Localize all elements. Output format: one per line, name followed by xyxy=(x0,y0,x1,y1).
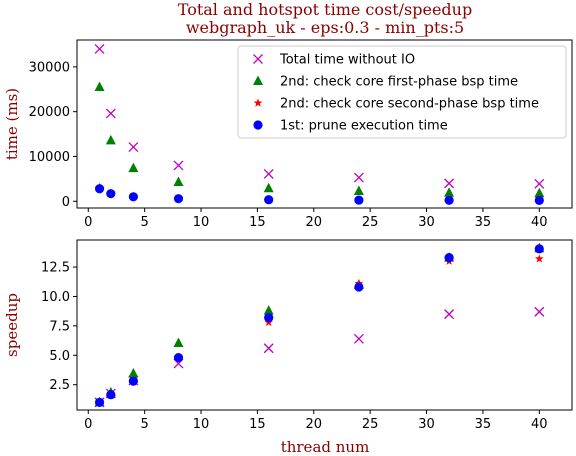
speedup-ytick-label: 5.0 xyxy=(49,349,70,364)
time-ytick-label: 10000 xyxy=(29,150,70,165)
speedup-point-circle xyxy=(173,353,184,363)
speedup-axes-frame xyxy=(76,239,573,411)
time-xtick-label: 5 xyxy=(141,215,149,230)
time-point-x xyxy=(353,172,364,183)
speedup-point-star xyxy=(534,254,544,263)
legend-label: Total time without IO xyxy=(279,53,415,68)
speedup-plot-xlabel: thread num xyxy=(281,438,370,456)
time-point-triangle xyxy=(173,176,184,187)
time-point-circle xyxy=(444,195,454,205)
speedup-point-x xyxy=(353,333,364,344)
time-point-triangle xyxy=(94,81,105,92)
speedup-xtick-label: 35 xyxy=(475,417,492,432)
time-point-circle xyxy=(534,195,544,205)
speedup-point-circle xyxy=(94,397,105,407)
time-point-x xyxy=(94,44,105,54)
time-point-x xyxy=(263,168,274,179)
speedup-point-circle xyxy=(264,313,274,323)
speedup-ytick-label: 10.0 xyxy=(41,290,70,305)
speedup-point-circle xyxy=(354,282,364,292)
time-point-x xyxy=(128,142,139,153)
legend-label: 2nd: check core second-phase bsp time xyxy=(280,97,539,112)
speedup-ytick-label: 7.5 xyxy=(49,319,70,334)
time-point-circle xyxy=(264,195,274,205)
chart-title-line1: Total and hotspot time cost/speedup xyxy=(178,0,472,19)
time-point-x xyxy=(534,178,545,189)
speedup-xtick-label: 20 xyxy=(306,417,323,432)
speedup-xtick-label: 30 xyxy=(418,417,435,432)
time-xtick-label: 10 xyxy=(193,215,210,230)
time-xtick-label: 20 xyxy=(306,215,323,230)
time-point-x xyxy=(444,178,455,189)
speedup-plot: 0 5 10 15 20 25 30 35 40 2.5 5.0 7.5 10.0 12.5 xyxy=(41,239,573,432)
time-xtick-label: 0 xyxy=(84,215,92,230)
time-point-circle xyxy=(173,194,184,204)
time-point-x xyxy=(105,108,116,119)
time-point-triangle xyxy=(128,162,139,173)
speedup-xtick-label: 0 xyxy=(84,417,92,432)
time-point-triangle xyxy=(353,185,364,195)
time-xtick-label: 25 xyxy=(362,215,379,230)
time-ytick-label: 30000 xyxy=(29,60,70,75)
time-point-triangle xyxy=(444,187,455,197)
time-plot-ylabel: time (ms) xyxy=(3,88,21,160)
speedup-point-circle xyxy=(444,253,454,263)
time-xtick-label: 15 xyxy=(249,215,266,230)
time-point-triangle xyxy=(263,182,274,193)
time-point-circle xyxy=(354,195,364,205)
speedup-ytick-label: 12.5 xyxy=(41,261,70,276)
legend-label: 1st: prune execution time xyxy=(280,119,448,134)
legend-box xyxy=(237,45,567,139)
speedup-point-x xyxy=(263,343,274,354)
legend-marker-star xyxy=(253,98,263,107)
legend-label: 2nd: check core first-phase bsp time xyxy=(280,75,518,90)
time-axes-frame xyxy=(76,39,573,209)
chart-title-line2: webgraph_uk - eps:0.3 - min_pts:5 xyxy=(186,18,464,37)
time-point-circle xyxy=(94,184,105,194)
time-point-circle xyxy=(106,189,116,199)
time-ytick-label: 20000 xyxy=(29,105,70,120)
time-ytick-label: 0 xyxy=(62,195,70,210)
legend-marker-circle xyxy=(253,120,263,130)
time-point-x xyxy=(173,160,184,171)
speedup-point-x xyxy=(534,306,545,317)
speedup-point-x xyxy=(444,309,455,320)
legend-marker-x xyxy=(253,54,263,64)
speedup-xtick-label: 25 xyxy=(362,417,379,432)
time-point-triangle xyxy=(105,134,116,145)
legend-marker-triangle xyxy=(253,75,263,85)
speedup-point-circle xyxy=(128,376,138,386)
time-xtick-label: 35 xyxy=(475,215,492,230)
speedup-xtick-label: 15 xyxy=(249,417,266,432)
time-point-circle xyxy=(128,192,138,202)
speedup-point-triangle xyxy=(173,337,184,347)
speedup-xtick-label: 5 xyxy=(141,417,149,432)
time-xtick-label: 30 xyxy=(418,215,435,230)
speedup-plot-ylabel: speedup xyxy=(3,293,21,357)
speedup-ytick-label: 2.5 xyxy=(49,378,70,393)
speedup-point-triangle xyxy=(128,368,139,378)
speedup-xtick-label: 40 xyxy=(531,417,548,432)
time-xtick-label: 40 xyxy=(531,215,548,230)
time-plot: 0 5 10 15 20 25 30 35 40 0 10000 20000 30000 Total ti… xyxy=(29,39,573,230)
time-point-triangle xyxy=(534,187,545,198)
speedup-point-triangle xyxy=(263,305,274,315)
speedup-point-circle xyxy=(534,244,544,254)
speedup-point-circle xyxy=(106,390,116,400)
speedup-xtick-label: 10 xyxy=(193,417,210,432)
